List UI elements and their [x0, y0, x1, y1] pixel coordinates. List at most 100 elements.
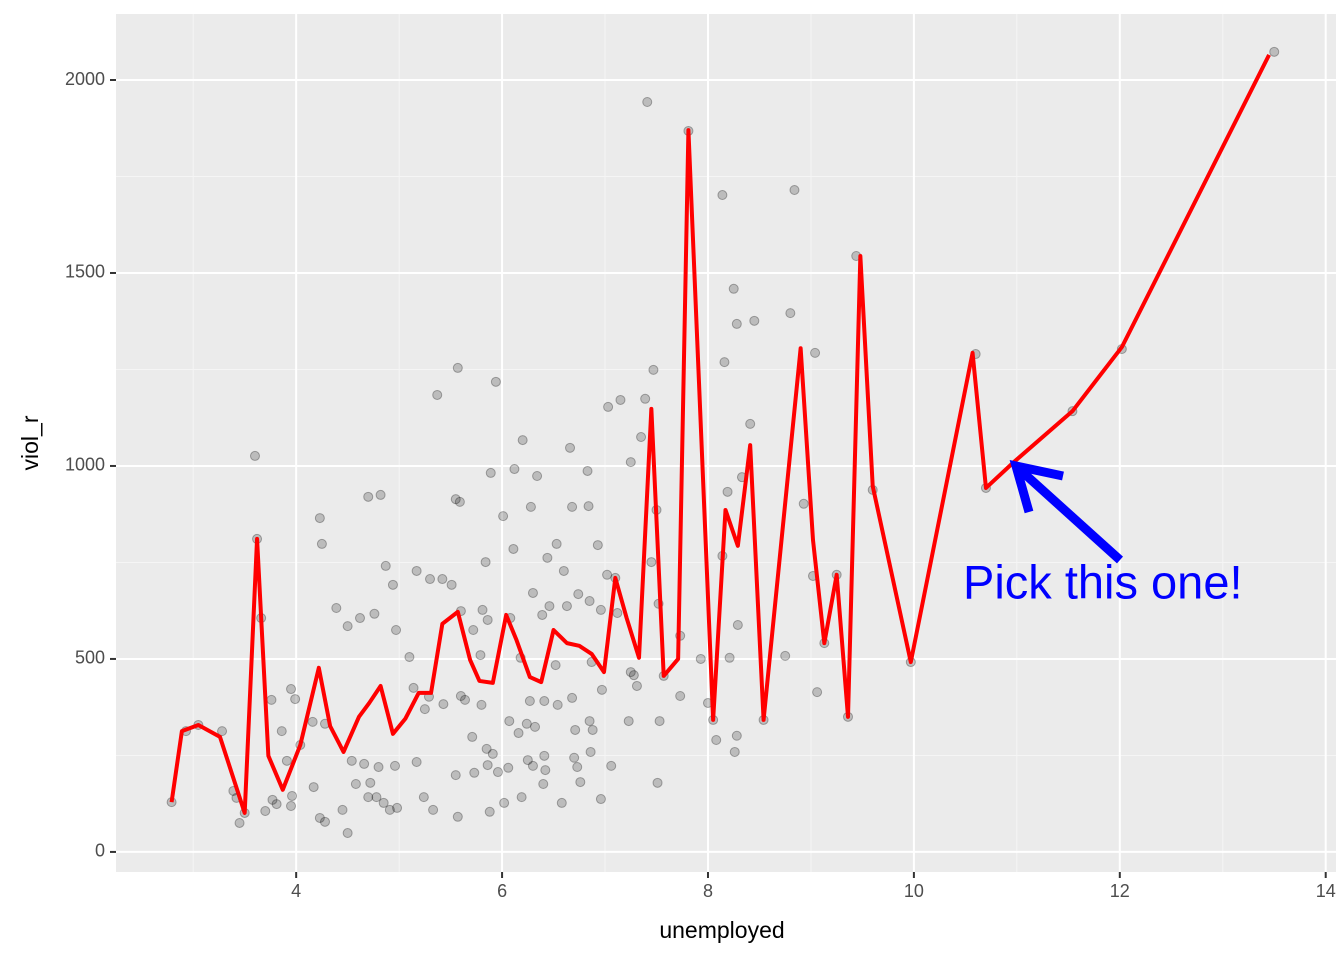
point — [365, 777, 376, 788]
point — [583, 501, 594, 512]
arrow-shaft — [1014, 464, 1124, 564]
point — [468, 625, 479, 635]
point — [411, 757, 422, 767]
point — [532, 471, 543, 481]
point — [631, 680, 642, 691]
point — [625, 667, 636, 678]
point — [331, 603, 342, 613]
point — [517, 435, 528, 446]
point — [540, 765, 551, 776]
point — [387, 579, 398, 590]
point — [584, 716, 595, 727]
point — [654, 716, 665, 727]
point — [308, 782, 319, 793]
point — [717, 190, 728, 201]
point — [307, 716, 318, 727]
point — [460, 694, 471, 705]
point — [509, 464, 520, 475]
point — [567, 692, 578, 703]
point — [652, 777, 663, 788]
point — [281, 755, 292, 766]
point — [570, 724, 581, 735]
point — [558, 565, 569, 576]
point — [380, 560, 391, 571]
point — [359, 758, 370, 769]
point — [516, 792, 527, 803]
point — [390, 760, 401, 771]
point — [375, 489, 386, 500]
y-axis-title: viol_r — [17, 415, 43, 470]
point — [266, 694, 277, 705]
point — [524, 696, 535, 707]
x-tick-label: 10 — [904, 881, 924, 901]
point — [373, 762, 384, 773]
point — [446, 579, 457, 590]
x-axis-title: unemployed — [659, 917, 784, 943]
point — [454, 496, 465, 507]
point — [271, 799, 282, 810]
point — [527, 587, 538, 598]
point — [408, 682, 419, 693]
point — [582, 465, 593, 476]
point — [812, 687, 823, 698]
point — [411, 565, 422, 576]
panel — [116, 14, 1336, 872]
point — [404, 652, 415, 663]
point — [369, 608, 380, 619]
point — [711, 735, 722, 745]
point — [527, 760, 538, 771]
point — [749, 315, 760, 326]
point — [731, 730, 742, 741]
y-tick-label: 2000 — [65, 69, 105, 89]
point — [480, 557, 491, 568]
point — [450, 770, 461, 781]
annotation-text: Pick this one! — [963, 555, 1243, 608]
point — [542, 552, 553, 563]
point — [530, 721, 541, 732]
x-tick-label: 6 — [497, 881, 507, 901]
line — [169, 54, 1271, 815]
y-tick-label: 1000 — [65, 455, 105, 475]
point — [728, 283, 739, 294]
point — [573, 589, 584, 600]
point — [745, 418, 756, 429]
point — [260, 806, 271, 817]
point — [636, 432, 647, 443]
point — [499, 797, 510, 808]
point — [642, 97, 653, 107]
point — [484, 806, 495, 817]
y-tick-label: 0 — [95, 841, 105, 861]
point — [625, 457, 636, 468]
point — [455, 691, 466, 701]
point — [695, 653, 706, 664]
arrow-head — [1009, 460, 1064, 514]
point — [640, 393, 651, 404]
point — [628, 670, 639, 681]
point — [437, 574, 448, 585]
point — [450, 494, 461, 505]
y-tick-label: 500 — [75, 648, 105, 668]
point — [363, 491, 374, 502]
x-tick-label: 12 — [1110, 881, 1130, 901]
point — [648, 364, 659, 375]
x-tick-label: 14 — [1316, 881, 1336, 901]
point — [513, 728, 524, 739]
point — [438, 699, 449, 710]
point — [418, 792, 429, 803]
point — [492, 767, 503, 778]
point — [623, 716, 634, 727]
point — [567, 501, 578, 512]
point — [575, 777, 586, 788]
point — [551, 538, 562, 549]
point — [487, 748, 498, 759]
point — [355, 613, 365, 624]
point — [467, 731, 478, 742]
point — [476, 699, 487, 710]
point — [482, 614, 493, 625]
point — [525, 501, 536, 512]
point — [378, 797, 389, 808]
point — [314, 513, 325, 524]
point — [724, 652, 735, 663]
point — [469, 767, 480, 778]
